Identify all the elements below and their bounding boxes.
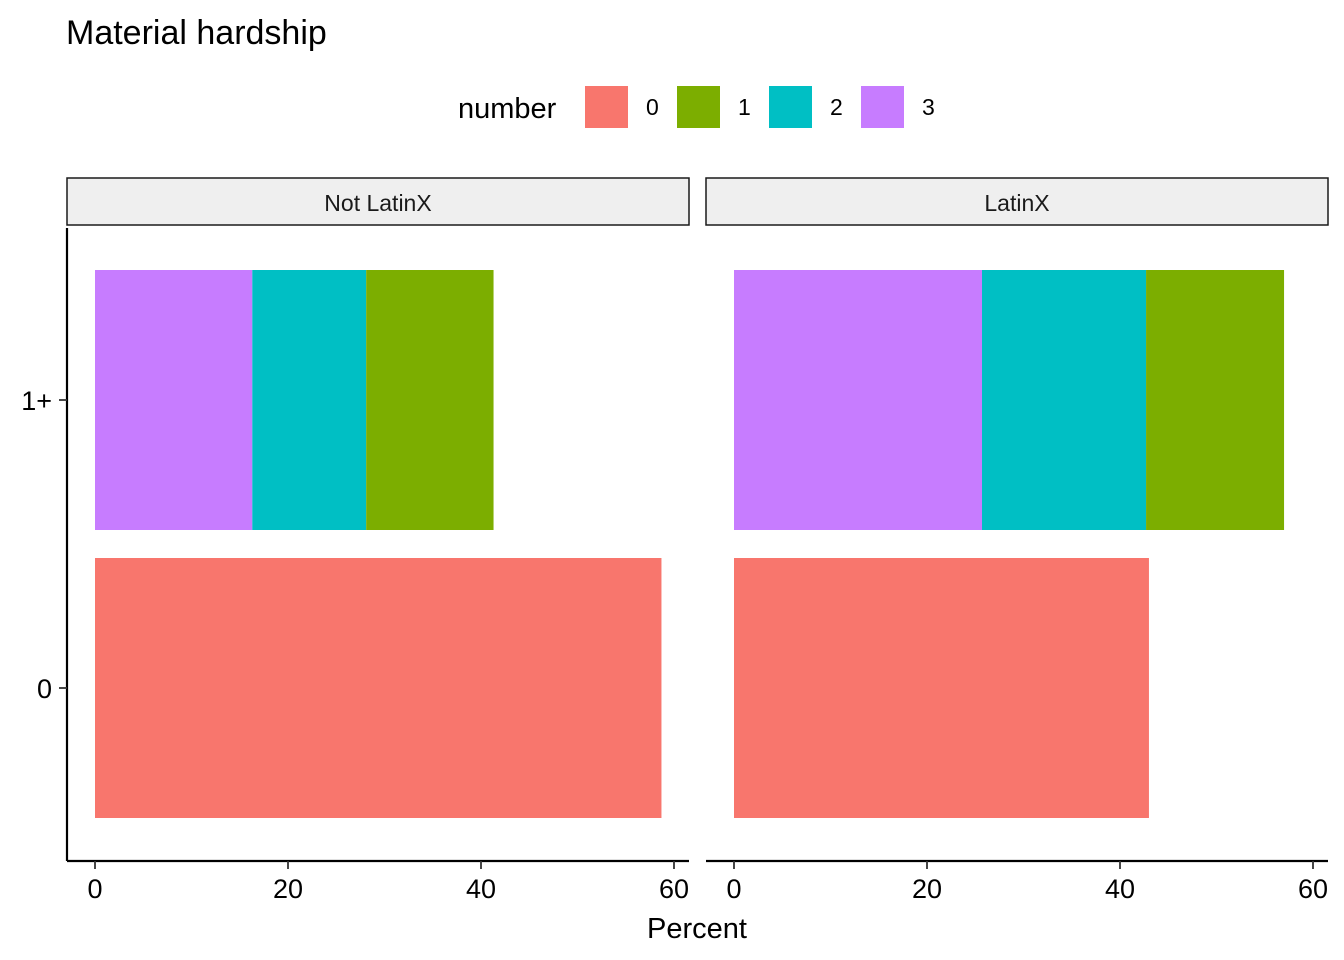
x-tick-label: 0 [87,874,102,904]
x-tick-label: 0 [726,874,741,904]
x-axis-title: Percent [647,913,747,945]
bar-segment [252,270,367,530]
legend-title: number [458,93,557,125]
bar-segment [95,558,662,818]
legend-entry: 1 [677,86,751,128]
bar-segment [95,270,253,530]
bar-segment [982,270,1147,530]
legend-label: 0 [646,94,659,120]
chart-title: Material hardship [66,14,327,52]
bar-segment [734,270,983,530]
legend-entry: 3 [861,86,935,128]
legend-label: 2 [830,94,843,120]
x-tick-label: 60 [659,874,689,904]
legend-entry: 0 [585,86,659,128]
legend-swatch [585,86,628,128]
legend-swatch [769,86,812,128]
bar-segment [366,270,494,530]
legend-label: 1 [738,94,751,120]
facet-strip-label: LatinX [984,190,1049,216]
facet-strip [66,177,690,226]
x-tick-label: 20 [912,874,942,904]
facet-strip-label: Not LatinX [324,190,431,216]
bar-segment [1146,270,1285,530]
facet-strip [705,177,1329,226]
x-tick-label: 40 [1105,874,1135,904]
legend-swatch [677,86,720,128]
facet-panel: Not LatinX 0 20 40 60 [66,177,690,904]
x-tick-label: 40 [466,874,496,904]
facet-panels: Not LatinX 0 20 40 60 LatinX 0 20 40 60 [66,177,1329,904]
facet-panel: LatinX 0 20 40 60 [705,177,1329,904]
y-tick-label: 0 [37,674,52,704]
legend-entries: 0 1 2 3 [585,86,935,128]
bar-segment [734,558,1149,818]
x-tick-label: 60 [1298,874,1328,904]
y-axis: 1+ 0 [21,228,69,861]
legend-entry: 2 [769,86,843,128]
legend-label: 3 [922,94,935,120]
legend: number 0 1 2 3 [458,86,935,128]
x-tick-label: 20 [273,874,303,904]
legend-swatch [861,86,904,128]
y-tick-label: 1+ [21,386,52,416]
